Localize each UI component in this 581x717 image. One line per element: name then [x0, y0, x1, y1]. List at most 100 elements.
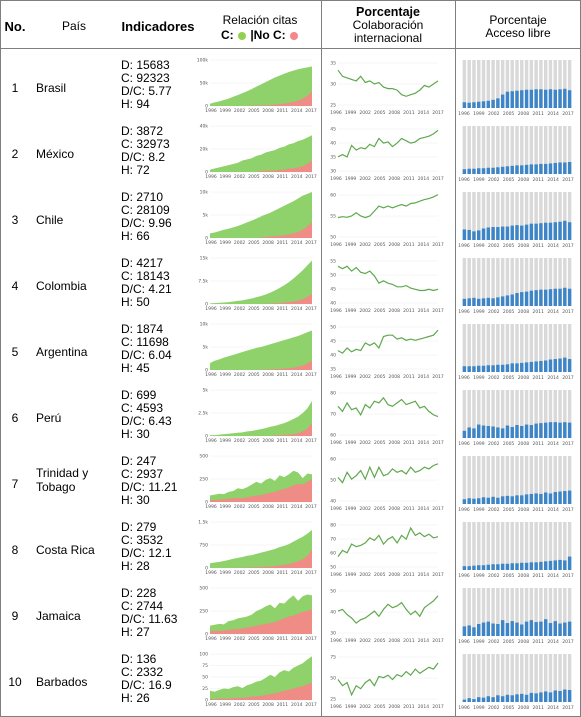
bar-background — [467, 192, 471, 240]
row-number: 1 — [11, 81, 19, 95]
bar-background — [553, 60, 557, 108]
bar-open-access — [462, 298, 467, 306]
bar-open-access — [529, 361, 534, 372]
y-tick-label: 100k — [197, 58, 209, 64]
bar-background — [462, 390, 467, 438]
bar-open-access — [477, 230, 481, 240]
x-tick-label: 2002 — [359, 638, 371, 644]
x-tick-label: 2005 — [503, 573, 515, 579]
bar-background — [553, 258, 557, 306]
x-tick-label: 2005 — [248, 570, 260, 576]
bar-open-access — [534, 361, 538, 372]
bar-background — [486, 522, 491, 570]
bar-background — [467, 258, 471, 306]
x-tick-label: 2008 — [518, 375, 530, 381]
x-tick-label: 2014 — [547, 573, 559, 579]
x-tick-label: 2014 — [418, 704, 430, 710]
bar-background — [491, 192, 495, 240]
bar-open-access — [491, 623, 495, 636]
bar-background — [462, 456, 467, 504]
bar-open-access — [462, 566, 467, 570]
y-tick-label: 50 — [330, 478, 336, 484]
bar-open-access — [529, 620, 534, 636]
bar-background — [491, 588, 495, 636]
x-tick-label: 2011 — [533, 309, 545, 315]
x-tick-label: 2005 — [248, 240, 260, 246]
bar-open-access — [567, 422, 572, 438]
indicator-h: H: 50 — [121, 295, 150, 309]
bar-open-access — [491, 564, 495, 570]
y-tick-label: 50 — [330, 325, 336, 331]
bar-open-access — [481, 565, 486, 570]
x-tick-label: 2014 — [418, 440, 430, 446]
bar-background — [462, 126, 467, 174]
x-tick-label: 2002 — [234, 438, 246, 444]
bar-open-access — [563, 88, 567, 108]
bar-open-access — [505, 226, 510, 240]
bar-open-access — [472, 699, 476, 702]
bar-background — [477, 192, 481, 240]
bar-background — [486, 390, 491, 438]
open-access-bar-chart: 1996 1999 2002 2005 2008 2011 2014 2017 — [458, 654, 574, 711]
bar-open-access — [496, 564, 500, 570]
bar-open-access — [462, 169, 467, 174]
y-tick-label: 10k — [200, 322, 209, 328]
bar-background — [567, 258, 572, 306]
bar-background — [467, 324, 471, 372]
series-collab-line — [337, 265, 439, 292]
bar-open-access — [505, 563, 510, 570]
bar-open-access — [539, 360, 543, 372]
bar-open-access — [548, 222, 553, 240]
x-tick-label: 2014 — [418, 374, 430, 380]
bar-open-access — [567, 222, 572, 240]
x-tick-label: 1999 — [220, 636, 232, 642]
bar-background — [524, 390, 529, 438]
bar-open-access — [467, 625, 471, 636]
x-tick-label: 2017 — [562, 177, 574, 183]
y-tick-label: 50 — [330, 676, 336, 682]
indicator-d: D: 4217 — [121, 256, 164, 270]
bar-open-access — [496, 98, 500, 108]
indicators: D: 15683 C: 92323 D/C: 5.77 H: 94 — [121, 59, 197, 111]
x-tick-label: 2017 — [432, 572, 444, 578]
indicator-c: C: 4593 — [121, 401, 164, 415]
x-tick-label: 2005 — [374, 572, 386, 578]
bar-open-access — [558, 288, 562, 306]
bar-open-access — [567, 359, 572, 372]
open-access-bar-chart: 1996 1999 2002 2005 2008 2011 2014 2017 — [458, 390, 574, 447]
indicator-c: C: 2332 — [121, 665, 164, 679]
indicator-d: D: 1874 — [121, 322, 164, 336]
x-tick-label: 2017 — [562, 309, 574, 315]
series-cited-area — [210, 529, 312, 568]
bar-background — [558, 126, 562, 174]
bar-background — [558, 192, 562, 240]
bar-background — [563, 522, 567, 570]
bar-open-access — [462, 626, 467, 636]
bar-open-access — [472, 366, 476, 372]
bar-background — [529, 588, 534, 636]
bar-open-access — [553, 690, 557, 702]
bar-background — [529, 456, 534, 504]
bar-background — [505, 522, 510, 570]
bar-open-access — [481, 101, 486, 108]
bar-background — [505, 390, 510, 438]
y-tick-label: 0 — [205, 566, 208, 572]
bar-background — [543, 588, 548, 636]
header-colab: Porcentaje Colaboración internacional — [321, 6, 455, 54]
series-collab-line — [337, 526, 439, 557]
bar-open-access — [548, 163, 553, 174]
y-tick-label: 30 — [330, 169, 336, 175]
x-tick-label: 2008 — [262, 174, 274, 180]
indicator-dc: D/C: 16.9 — [121, 678, 172, 692]
bar-open-access — [477, 424, 481, 438]
x-tick-label: 2017 — [432, 110, 444, 116]
bar-background — [505, 588, 510, 636]
x-tick-label: 2011 — [277, 240, 289, 246]
bar-background — [563, 324, 567, 372]
x-tick-label: 1996 — [205, 306, 217, 312]
